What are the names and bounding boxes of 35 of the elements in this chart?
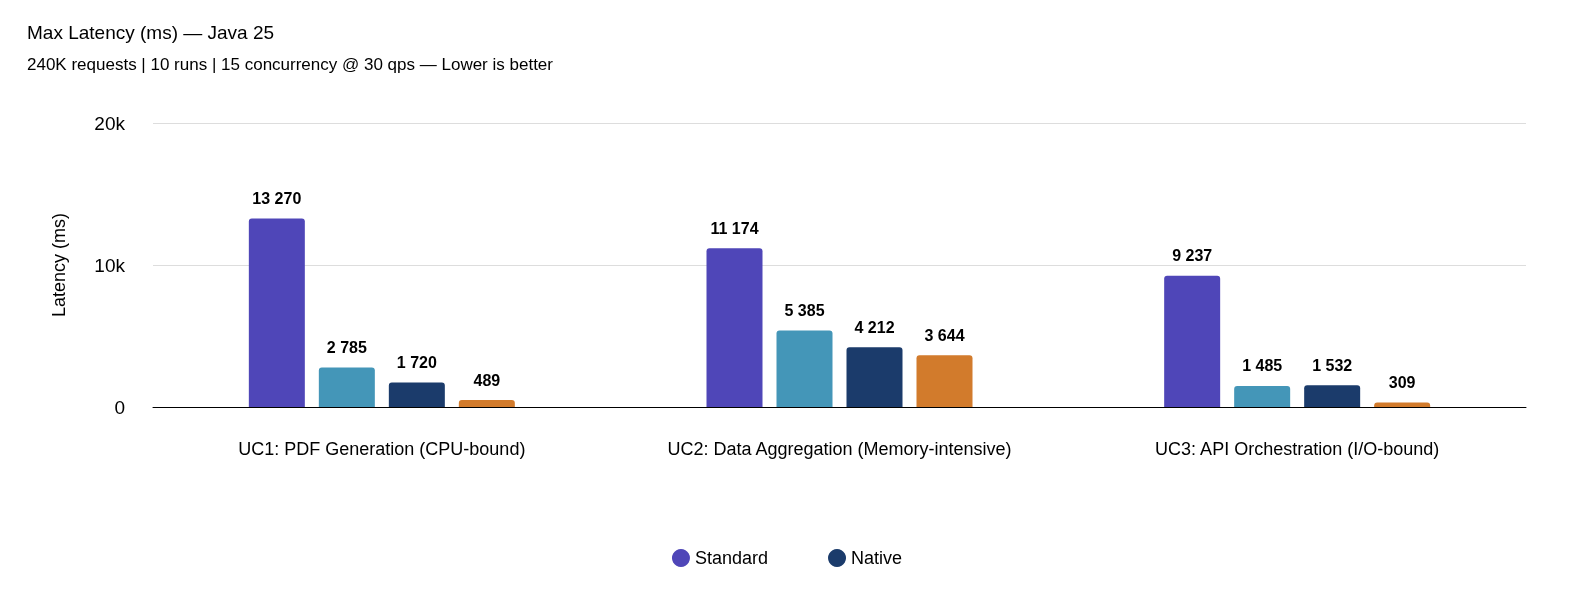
bar	[1234, 385, 1291, 407]
data-label: 2 785	[326, 338, 367, 356]
data-label: 4 212	[854, 318, 895, 336]
bar	[1164, 275, 1221, 407]
legend-label: Standard	[694, 548, 769, 568]
bar	[318, 367, 375, 407]
y-tick-label: 20k	[94, 112, 126, 134]
bar	[846, 347, 903, 407]
y-tick-label: 10k	[94, 254, 126, 276]
y-tick-label: 0	[114, 396, 125, 418]
chart-title: Max Latency (ms) — Java 25	[27, 22, 275, 43]
bar	[248, 218, 305, 407]
data-label: 309	[1388, 374, 1416, 392]
y-axis-title: Latency (ms)	[49, 212, 69, 318]
data-label: 1 720	[396, 354, 437, 372]
data-label: 489	[473, 371, 501, 389]
bar	[706, 248, 763, 407]
bar	[388, 382, 445, 407]
data-label: 3 644	[924, 326, 965, 344]
bar	[1304, 385, 1361, 407]
bar	[776, 330, 833, 407]
legend-label: Native	[851, 548, 903, 568]
bar	[1374, 402, 1431, 407]
bar	[458, 400, 515, 407]
data-label: 5 385	[784, 302, 825, 320]
data-label: 11 174	[710, 219, 759, 237]
bar	[916, 355, 973, 407]
x-tick-label: UC1: PDF Generation (CPU-bound)	[238, 439, 526, 459]
x-tick-label: UC2: Data Aggregation (Memory-intensive)	[667, 439, 1012, 459]
chart-subtitle: 240K requests | 10 runs | 15 concurrency @ 30 qps — Lower is better	[27, 55, 554, 74]
data-label: 1 532	[1312, 356, 1353, 374]
data-label: 1 485	[1242, 357, 1283, 375]
data-label: 9 237	[1172, 247, 1213, 265]
data-label: 13 270	[252, 190, 302, 208]
x-tick-label: UC3: API Orchestration (I/O-bound)	[1155, 439, 1440, 459]
